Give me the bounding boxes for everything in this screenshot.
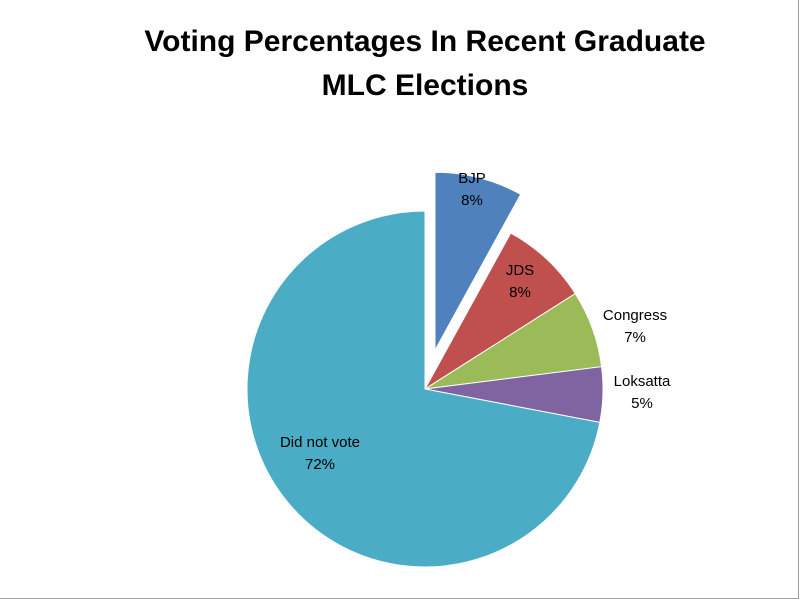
data-label-did-not-vote: Did not vote 72%: [280, 434, 360, 473]
pie-slice-jds: [424, 232, 576, 390]
chart-title: Voting Percentages In Recent Graduate ML…: [144, 25, 706, 102]
data-label-loksatta: Loksatta 5%: [614, 373, 671, 412]
data-label-congress: Congress 7%: [603, 307, 667, 346]
pie-slice-bjp: [434, 171, 522, 351]
pie-slice-did-not-vote: [246, 210, 601, 568]
data-label-jds: JDS 8%: [506, 262, 534, 301]
data-label-bjp: BJP 8%: [458, 170, 486, 209]
